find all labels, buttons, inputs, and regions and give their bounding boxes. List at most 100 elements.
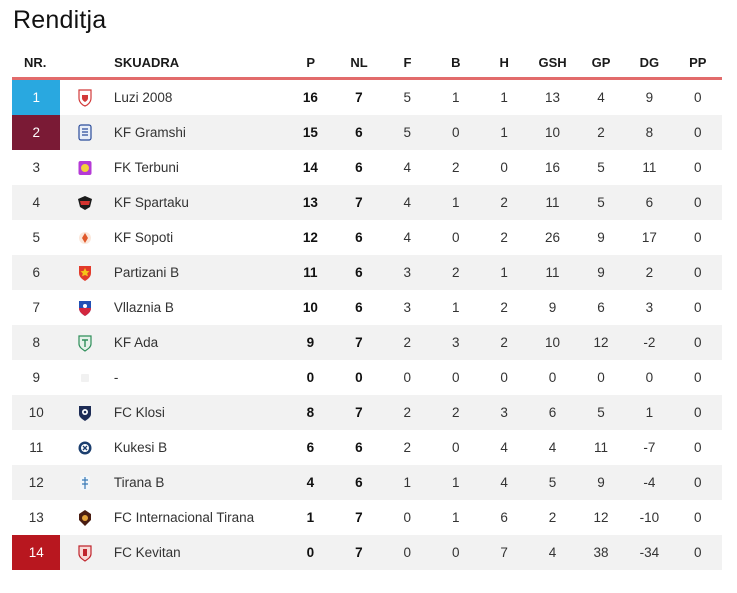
stat-dg: 3 bbox=[645, 300, 654, 315]
stat-b: 2 bbox=[451, 405, 460, 420]
stat-f: 0 bbox=[403, 370, 412, 385]
table-row[interactable]: 5 KF Sopoti 12 6 4 0 2 26 9 17 0 bbox=[12, 220, 722, 255]
table-row[interactable]: 3 FK Terbuni 14 6 4 2 0 16 5 11 0 bbox=[12, 150, 722, 185]
stat-gsh: 4 bbox=[548, 440, 557, 455]
stat-nl: 0 bbox=[355, 370, 363, 385]
stat-dg: -7 bbox=[643, 440, 656, 455]
header-nl: NL bbox=[350, 55, 368, 70]
stat-p: 0 bbox=[306, 370, 315, 385]
team-name[interactable]: - bbox=[113, 370, 119, 385]
stat-b: 0 bbox=[451, 545, 460, 560]
crest-icon bbox=[60, 264, 108, 282]
team-name[interactable]: KF Spartaku bbox=[113, 195, 189, 210]
stat-b: 2 bbox=[451, 265, 460, 280]
stat-dg: -34 bbox=[639, 545, 660, 560]
stat-gp: 5 bbox=[597, 405, 605, 420]
crest-icon bbox=[60, 439, 108, 457]
table-row[interactable]: 7 Vllaznia B 10 6 3 1 2 9 6 3 0 bbox=[12, 290, 722, 325]
stat-f: 5 bbox=[403, 125, 412, 140]
team-name[interactable]: Tirana B bbox=[113, 475, 165, 490]
header-h: H bbox=[499, 55, 509, 70]
stat-b: 0 bbox=[451, 230, 460, 245]
stat-gp: 5 bbox=[597, 160, 605, 175]
team-name[interactable]: FC Internacional Tirana bbox=[113, 510, 255, 525]
table-row[interactable]: 10 FC Klosi 8 7 2 2 3 6 5 1 0 bbox=[12, 395, 722, 430]
stat-dg: -4 bbox=[643, 475, 656, 490]
crest-icon bbox=[60, 159, 108, 177]
table-row[interactable]: 9 - 0 0 0 0 0 0 0 0 0 bbox=[12, 360, 722, 395]
stat-b: 1 bbox=[451, 300, 460, 315]
stat-pp: 0 bbox=[694, 300, 702, 315]
stat-gp: 9 bbox=[597, 475, 605, 490]
header-p: P bbox=[306, 55, 315, 70]
stat-gsh: 11 bbox=[545, 195, 560, 210]
table-row[interactable]: 1 Luzi 2008 16 7 5 1 1 13 4 9 0 bbox=[12, 80, 722, 115]
team-name[interactable]: Partizani B bbox=[113, 265, 180, 280]
stat-h: 0 bbox=[500, 370, 508, 385]
header-nr: NR. bbox=[24, 55, 47, 70]
stat-f: 4 bbox=[403, 160, 412, 175]
table-row[interactable]: 13 FC Internacional Tirana 1 7 0 1 6 2 12 -10 0 bbox=[12, 500, 722, 535]
stat-f: 3 bbox=[403, 265, 412, 280]
stat-b: 1 bbox=[451, 90, 460, 105]
stat-h: 3 bbox=[500, 405, 508, 420]
stat-gp: 2 bbox=[597, 125, 605, 140]
header-gsh: GSH bbox=[538, 55, 567, 70]
stat-pp: 0 bbox=[694, 160, 702, 175]
crest-icon bbox=[60, 509, 108, 527]
stat-h: 2 bbox=[500, 195, 508, 210]
team-name[interactable]: Luzi 2008 bbox=[113, 90, 173, 105]
crest-icon bbox=[60, 404, 108, 422]
stat-pp: 0 bbox=[694, 335, 702, 350]
rank-cell: 11 bbox=[29, 440, 44, 455]
stat-f: 0 bbox=[403, 545, 412, 560]
table-row[interactable]: 6 Partizani B 11 6 3 2 1 11 9 2 0 bbox=[12, 255, 722, 290]
stat-dg: 9 bbox=[645, 90, 654, 105]
rank-cell: 9 bbox=[32, 370, 40, 385]
table-row[interactable]: 14 FC Kevitan 0 7 0 0 7 4 38 -34 0 bbox=[12, 535, 722, 570]
team-name[interactable]: KF Gramshi bbox=[113, 125, 186, 140]
stat-p: 16 bbox=[302, 90, 318, 105]
rank-cell: 1 bbox=[12, 80, 61, 115]
team-name[interactable]: FK Terbuni bbox=[113, 160, 179, 175]
stat-h: 1 bbox=[500, 90, 508, 105]
page-title: Renditja bbox=[13, 6, 107, 34]
stat-h: 0 bbox=[500, 160, 508, 175]
stat-p: 4 bbox=[306, 475, 315, 490]
stat-gp: 11 bbox=[593, 440, 608, 455]
team-name[interactable]: FC Kevitan bbox=[113, 545, 181, 560]
stat-pp: 0 bbox=[694, 405, 702, 420]
stat-gsh: 6 bbox=[548, 405, 557, 420]
stat-gp: 0 bbox=[597, 370, 605, 385]
table-row[interactable]: 2 KF Gramshi 15 6 5 0 1 10 2 8 0 bbox=[12, 115, 722, 150]
stat-h: 2 bbox=[500, 335, 508, 350]
stat-gsh: 2 bbox=[548, 510, 557, 525]
team-name[interactable]: Vllaznia B bbox=[113, 300, 174, 315]
stat-nl: 6 bbox=[355, 440, 363, 455]
team-name[interactable]: FC Klosi bbox=[113, 405, 165, 420]
stat-f: 2 bbox=[403, 405, 412, 420]
table-row[interactable]: 11 Kukesi B 6 6 2 0 4 4 11 -7 0 bbox=[12, 430, 722, 465]
table-row[interactable]: 8 KF Ada 9 7 2 3 2 10 12 -2 0 bbox=[12, 325, 722, 360]
stat-f: 4 bbox=[403, 230, 412, 245]
table-body: 1 Luzi 2008 16 7 5 1 1 13 4 9 0 2 KF Gramshi 15 6 5 0 1 10… bbox=[12, 80, 722, 570]
stat-nl: 7 bbox=[355, 335, 363, 350]
stat-pp: 0 bbox=[694, 230, 702, 245]
stat-gp: 9 bbox=[597, 230, 605, 245]
table-row[interactable]: 4 KF Spartaku 13 7 4 1 2 11 5 6 0 bbox=[12, 185, 722, 220]
stat-h: 2 bbox=[500, 300, 508, 315]
stat-nl: 6 bbox=[355, 475, 363, 490]
team-name[interactable]: KF Sopoti bbox=[113, 230, 174, 245]
team-name[interactable]: KF Ada bbox=[113, 335, 159, 350]
stat-pp: 0 bbox=[694, 195, 702, 210]
stat-dg: -10 bbox=[639, 510, 660, 525]
stat-pp: 0 bbox=[694, 510, 702, 525]
rank-cell: 2 bbox=[12, 115, 61, 150]
stat-nl: 6 bbox=[355, 160, 363, 175]
team-name[interactable]: Kukesi B bbox=[113, 440, 168, 455]
stat-gsh: 10 bbox=[545, 335, 561, 350]
table-row[interactable]: 12 Tirana B 4 6 1 1 4 5 9 -4 0 bbox=[12, 465, 722, 500]
stat-gp: 9 bbox=[597, 265, 605, 280]
stat-b: 3 bbox=[451, 335, 460, 350]
stat-gp: 12 bbox=[593, 510, 609, 525]
